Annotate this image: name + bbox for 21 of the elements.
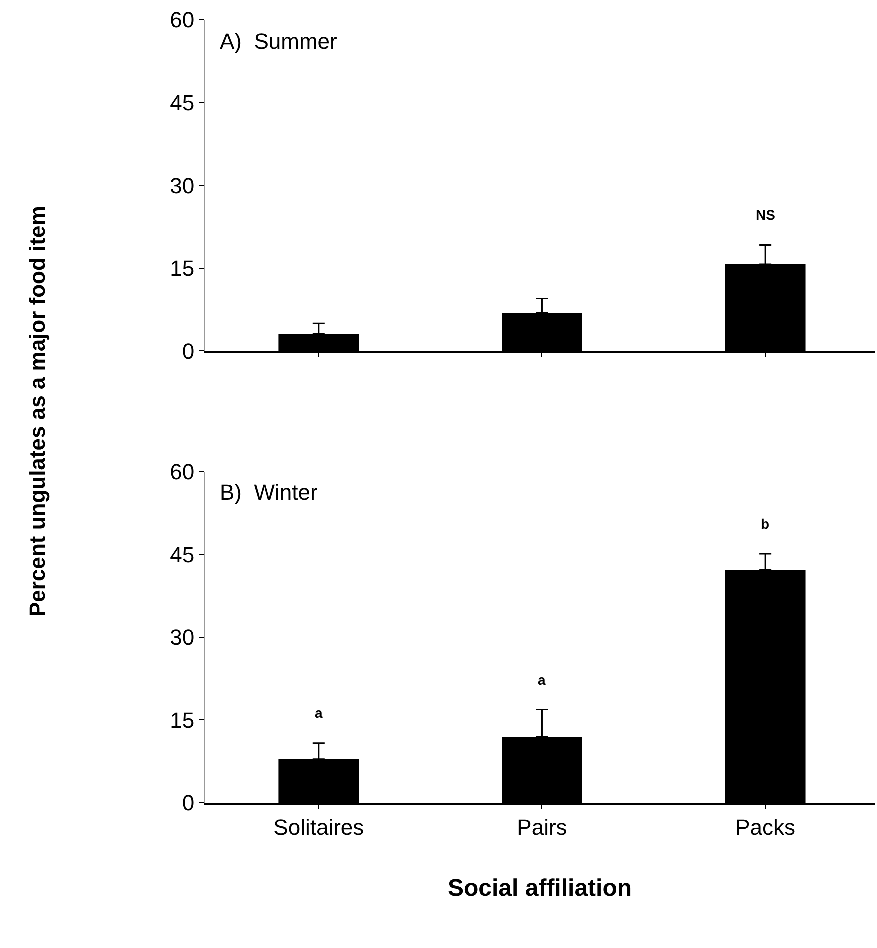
y-tick-label: 0	[182, 338, 195, 364]
annotation: NS	[756, 207, 776, 223]
x-axis-title: Social affiliation	[448, 874, 632, 902]
y-tick-label: 0	[182, 790, 195, 816]
annotation: a	[538, 672, 546, 688]
chart-title: B) Winter	[220, 480, 318, 505]
y-tick-label: 45	[170, 90, 195, 116]
annotation: a	[315, 705, 323, 721]
y-tick-label: 15	[170, 708, 195, 733]
chart-title: A) Summer	[220, 29, 338, 54]
y-tick-label: 60	[170, 459, 195, 484]
y-tick-label: 60	[170, 8, 195, 33]
y-tick-label: 45	[170, 542, 195, 568]
annotation: b	[761, 516, 770, 532]
y-axis-title: Percent ungulates as a major food item	[25, 206, 50, 617]
x-tick-label: Pairs	[517, 815, 568, 840]
x-tick-label: Solitaires	[274, 815, 364, 840]
y-tick-label: 15	[170, 256, 195, 282]
y-tick-label: 30	[170, 625, 195, 650]
y-tick-label: 30	[170, 173, 195, 198]
x-tick-label: Packs	[736, 815, 796, 840]
